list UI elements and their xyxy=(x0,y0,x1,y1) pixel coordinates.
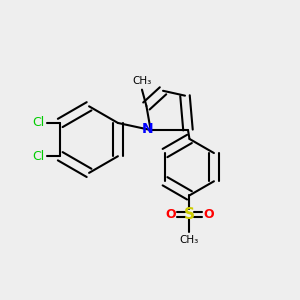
Text: N: N xyxy=(141,122,153,136)
Text: Cl: Cl xyxy=(32,150,45,163)
Text: CH₃: CH₃ xyxy=(180,235,199,245)
Text: Cl: Cl xyxy=(32,116,45,130)
Text: O: O xyxy=(203,208,214,221)
Text: CH₃: CH₃ xyxy=(132,76,152,86)
Text: O: O xyxy=(165,208,176,221)
Text: S: S xyxy=(184,207,195,222)
